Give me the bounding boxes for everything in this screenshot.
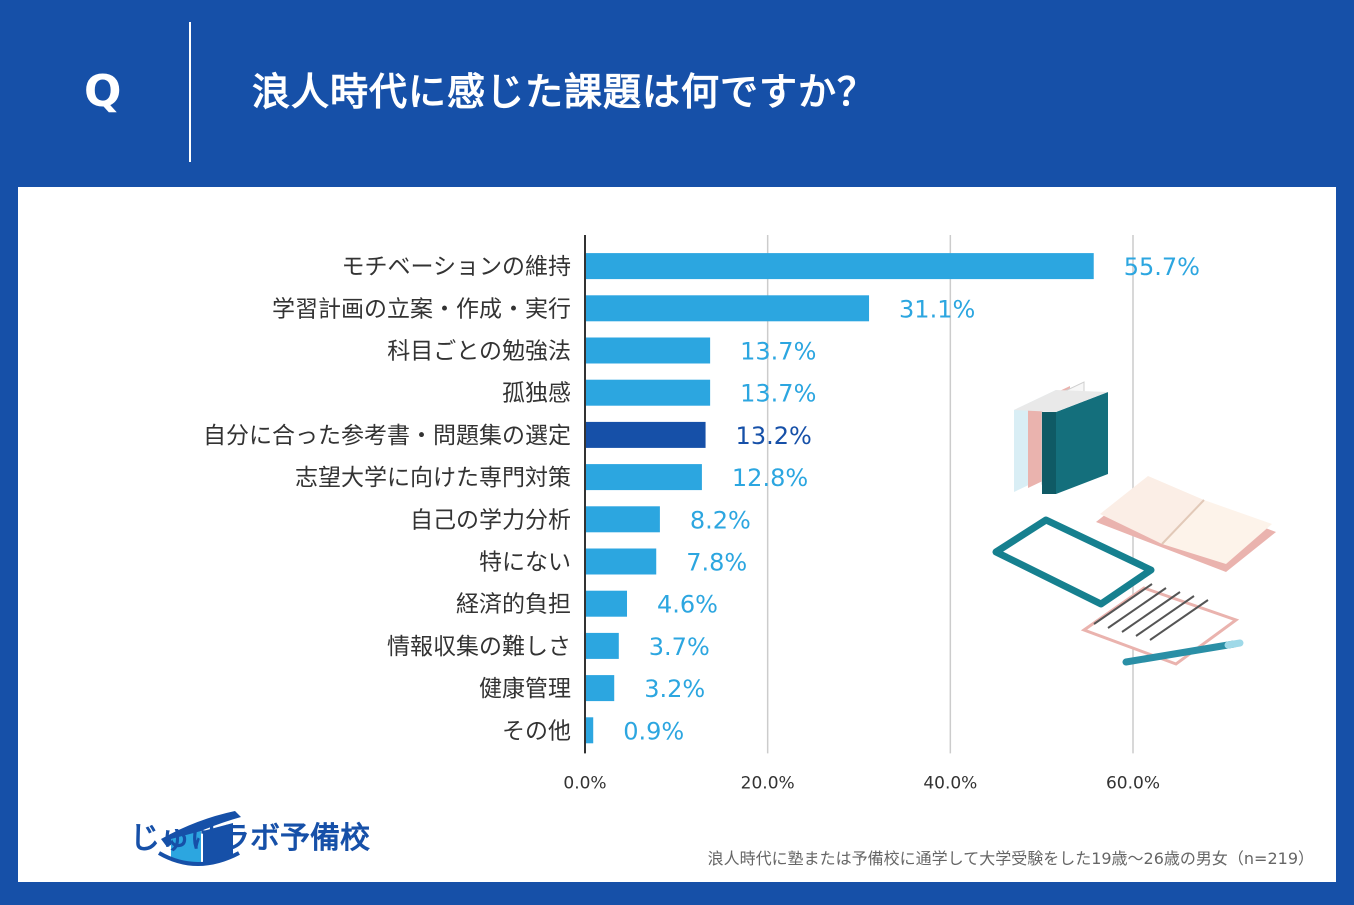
category-label: 自分に合った参考書・問題集の選定 [203, 423, 571, 449]
data-label: 3.7% [649, 633, 710, 661]
question-mark: Q [84, 66, 122, 117]
x-tick-label: 40.0% [923, 773, 977, 793]
bar [585, 421, 706, 448]
category-label: 健康管理 [479, 676, 571, 702]
survey-footnote: 浪人時代に塾または予備校に通学して大学受験をした19歳～26歳の男女（n=219… [707, 849, 1314, 868]
page-title: 浪人時代に感じた課題は何ですか？ [252, 70, 877, 114]
bar [585, 590, 628, 617]
category-label: 特にない [479, 550, 571, 576]
data-label: 7.8% [686, 549, 747, 577]
bar-chart: 0.0% 20.0% 40.0% 60.0% モチベーションの維持 55.7% 学習計画の立… [203, 235, 1200, 793]
bar [585, 675, 615, 702]
category-label: 自己の学力分析 [410, 507, 571, 533]
data-label: 4.6% [657, 591, 718, 619]
bar [585, 464, 702, 491]
brand-logo-text: じゅけラボ予備校 [130, 821, 370, 856]
data-label: 55.7% [1124, 253, 1200, 281]
bar [585, 548, 657, 575]
header-divider [189, 22, 191, 162]
category-label: 志望大学に向けた専門対策 [295, 465, 571, 491]
data-label: 12.8% [732, 464, 808, 492]
category-label: 学習計画の立案・作成・実行 [272, 296, 571, 322]
category-label: 情報収集の難しさ [387, 634, 571, 660]
data-label: 31.1% [899, 295, 975, 323]
data-label: 3.2% [644, 675, 705, 703]
x-tick-label: 60.0% [1106, 773, 1160, 793]
bar [585, 295, 870, 322]
study-items-illustration [992, 381, 1276, 666]
bar [585, 253, 1094, 280]
data-label: 13.7% [740, 338, 816, 366]
bar [585, 379, 711, 406]
open-book-logo-icon [157, 811, 241, 866]
category-label: その他 [502, 718, 571, 744]
data-label: 13.7% [740, 380, 816, 408]
category-label: 経済的負担 [456, 592, 571, 618]
category-label: モチベーションの維持 [341, 254, 571, 280]
x-tick-label: 20.0% [741, 773, 795, 793]
chart-panel: 0.0% 20.0% 40.0% 60.0% モチベーションの維持 55.7% 学習計画の立… [18, 187, 1336, 882]
category-label: 孤独感 [502, 381, 571, 407]
x-tick-label: 0.0% [563, 773, 606, 793]
bar [585, 337, 711, 364]
bar [585, 632, 619, 659]
bar [585, 717, 594, 744]
data-label: 13.2% [736, 422, 812, 450]
data-label: 8.2% [690, 506, 751, 534]
data-label: 0.9% [623, 717, 684, 745]
category-label: 科目ごとの勉強法 [387, 339, 571, 365]
bar [585, 506, 660, 533]
